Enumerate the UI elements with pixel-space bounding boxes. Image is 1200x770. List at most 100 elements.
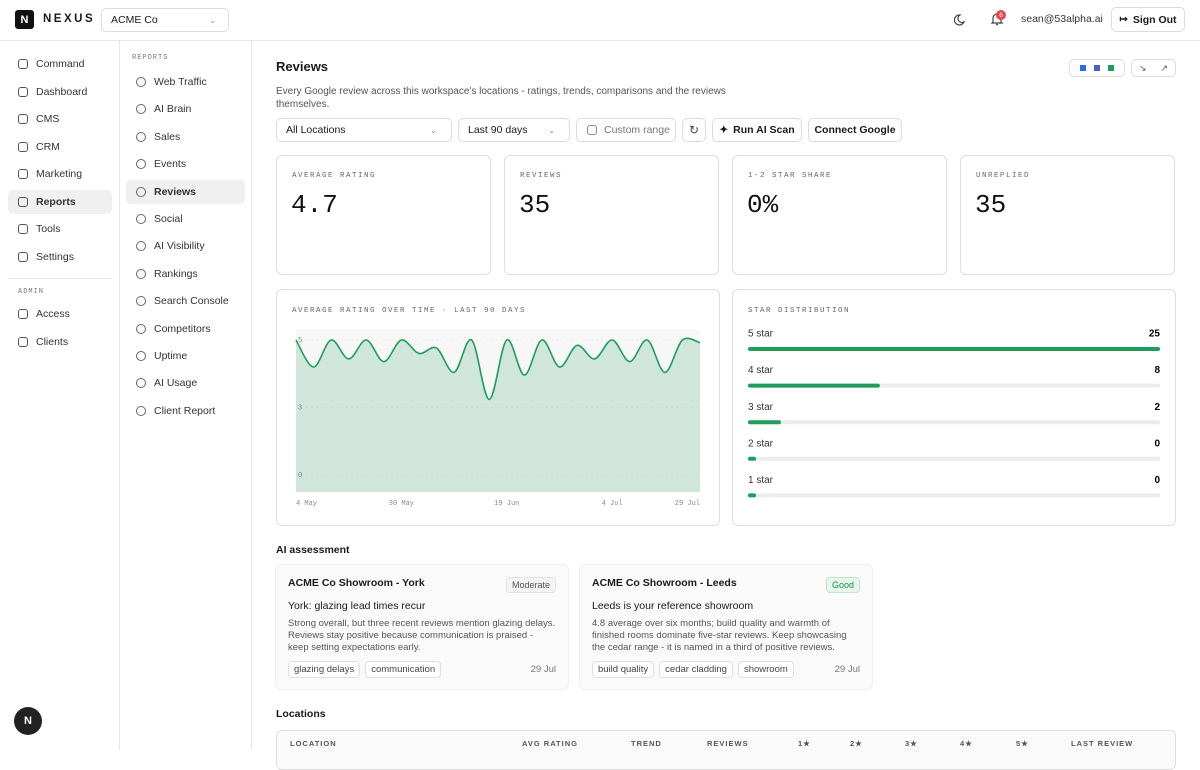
nav-item[interactable]: CRM: [8, 135, 112, 159]
custom-range-button[interactable]: Custom range: [576, 118, 676, 142]
column-header: AVG RATING: [522, 739, 578, 748]
report-nav-item[interactable]: Reviews: [126, 179, 245, 204]
kpi-value: 0%: [747, 190, 779, 220]
nav-label: Sales: [154, 130, 181, 143]
collapse-icon: ↘: [1138, 62, 1147, 73]
chevron: ⌄: [209, 15, 216, 25]
nav-icon: [136, 186, 146, 197]
bar: [748, 493, 756, 498]
nav-item[interactable]: Dashboard: [8, 80, 112, 104]
nav-icon: [136, 104, 146, 115]
bar-value: 0: [1154, 438, 1160, 449]
nav-label: CRM: [36, 140, 60, 153]
report-nav-item[interactable]: Social: [126, 207, 245, 231]
nav-icon: [136, 378, 146, 389]
nav-label: Dashboard: [36, 85, 88, 98]
nav-item[interactable]: Tools: [8, 217, 112, 241]
brand: NEXUS: [43, 13, 96, 25]
nav-label: Access: [36, 308, 70, 320]
nav-icon: [136, 323, 146, 334]
nav-label: Rankings: [154, 267, 198, 280]
nav-icon: [136, 214, 146, 224]
nav-label: Uptime: [154, 350, 188, 362]
run-ai-scan-button[interactable]: ✦ Run AI Scan: [712, 118, 802, 142]
location-select[interactable]: All Locations ⌄: [276, 118, 452, 142]
assessment-body: Strong overall, but three recent reviews…: [288, 618, 556, 653]
sign-out-icon: ↦: [1119, 14, 1128, 25]
nav-item[interactable]: Clients: [8, 330, 112, 354]
nav-label: Settings: [36, 250, 74, 263]
tag: showroom: [737, 661, 794, 678]
column-header: REVIEWS: [707, 739, 749, 748]
notification-badge: 6: [996, 10, 1006, 20]
nav-item[interactable]: CMS: [8, 107, 112, 131]
assessment-date: 29 Jul: [530, 664, 556, 675]
nav-item[interactable]: Marketing: [8, 162, 112, 186]
report-nav-item[interactable]: AI Visibility: [126, 234, 245, 258]
star-distribution-chart: STAR DISTRIBUTION 5 star 25 4 star 8 3 star 2 2…: [748, 307, 1161, 498]
connect-google-button[interactable]: Connect Google: [808, 118, 902, 142]
sign-out-label: Sign Out: [1132, 13, 1177, 26]
nav-icon: [136, 405, 146, 416]
nav-item[interactable]: Command: [8, 52, 112, 76]
report-nav-item[interactable]: Search Console: [126, 289, 245, 313]
logo[interactable]: N: [15, 10, 34, 29]
section-title: Locations: [276, 708, 326, 720]
column-header: 1★: [798, 739, 811, 748]
nav-item[interactable]: Settings: [8, 245, 112, 269]
report-nav-item[interactable]: Rankings: [126, 262, 245, 286]
nav-icon: [136, 77, 146, 87]
report-nav-item[interactable]: Events: [126, 152, 245, 176]
reports-heading: REPORTS: [132, 54, 169, 62]
kpi-label: REVIEWS: [520, 172, 563, 180]
column-header: 5★: [1016, 739, 1029, 748]
nav-icon: [136, 159, 146, 170]
kpi-label: UNREPLIED: [976, 172, 1031, 180]
column-header: 2★: [850, 739, 863, 748]
chart-title: STAR DISTRIBUTION: [748, 307, 850, 315]
theme-toggle[interactable]: [954, 13, 968, 27]
report-nav-item[interactable]: Web Traffic: [126, 70, 245, 94]
workspace: ACME Co: [111, 14, 158, 26]
report-nav-item[interactable]: Competitors: [126, 317, 245, 341]
nav-label: CMS: [36, 113, 60, 125]
window-controls[interactable]: ↘ ↗: [1131, 59, 1176, 77]
nav-item[interactable]: Access: [8, 302, 112, 326]
tag-list: build quality cedar cladding showroom: [592, 661, 794, 678]
kpi-value: 4.7: [291, 190, 338, 220]
workspace-select[interactable]: ACME Co ⌄: [101, 8, 229, 32]
report-nav-item[interactable]: AI Brain: [126, 97, 245, 121]
refresh-button[interactable]: ↻: [682, 118, 706, 142]
nav-item[interactable]: Reports: [8, 189, 112, 214]
report-nav-item[interactable]: Uptime: [126, 344, 245, 368]
report-nav-item[interactable]: Client Report: [126, 399, 245, 423]
sign-out-button[interactable]: ↦ Sign Out: [1111, 7, 1185, 32]
assessment-location: ACME Co Showroom - Leeds: [592, 577, 737, 589]
kpi-label: 1-2 STAR SHARE: [748, 172, 833, 180]
expand-icon: ↗: [1160, 62, 1169, 73]
nav-icon: [136, 268, 146, 279]
assessment-headline: Leeds is your reference showroom: [592, 600, 754, 612]
bar-value: 25: [1149, 329, 1161, 340]
report-nav-item[interactable]: AI Usage: [126, 371, 245, 395]
bar: [748, 456, 756, 461]
period-select[interactable]: Last 90 days ⌄: [458, 118, 570, 142]
view-toggle[interactable]: [1069, 59, 1125, 77]
x-tick-label: 30 May: [389, 500, 414, 508]
nav-label: AI Usage: [154, 377, 198, 390]
column-header: LOCATION: [290, 739, 337, 748]
section-title: AI assessment: [276, 544, 350, 556]
report-nav-item[interactable]: Sales: [126, 125, 245, 149]
bar-label: 2 star: [748, 438, 774, 449]
tag: build quality: [592, 661, 655, 678]
chevron: ⌄: [548, 125, 555, 135]
nav-label: Tools: [36, 223, 61, 235]
avatar[interactable]: N: [14, 707, 42, 735]
nav-label: Social: [154, 213, 183, 225]
column-header: LAST REVIEW: [1071, 739, 1134, 748]
nav-icon: [18, 224, 28, 234]
bar-value: 0: [1154, 475, 1160, 486]
nav-label: Clients: [36, 335, 69, 348]
bar-label: 4 star: [748, 365, 774, 376]
kpi-card: REVIEWS 35: [504, 155, 719, 275]
